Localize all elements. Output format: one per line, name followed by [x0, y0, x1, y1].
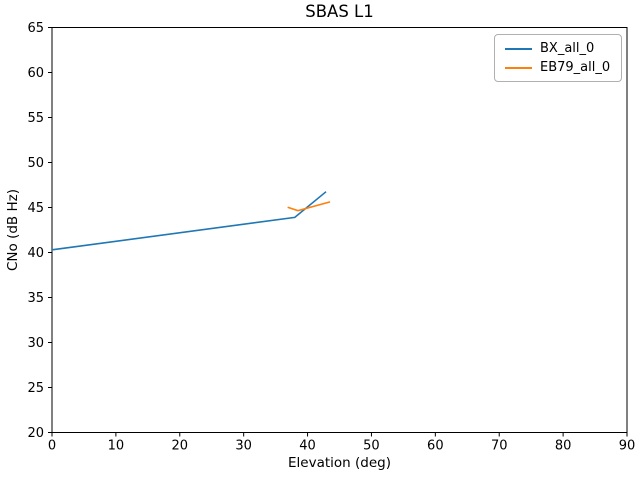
y-tick-label: 65 — [27, 21, 44, 36]
x-tick-label: 70 — [491, 439, 508, 454]
y-tick-label: 20 — [27, 426, 44, 441]
x-tick-label: 20 — [172, 439, 189, 454]
legend-label: EB79_all_0 — [540, 60, 611, 75]
y-tick-label: 40 — [27, 246, 44, 261]
legend-item-bx: BX_all_0 — [505, 39, 611, 58]
y-tick-label: 50 — [27, 156, 44, 171]
x-tick-label: 80 — [555, 439, 572, 454]
y-tick-label: 25 — [27, 381, 44, 396]
axes-frame — [51, 27, 628, 433]
x-tick-label: 30 — [235, 439, 252, 454]
legend-item-eb79: EB79_all_0 — [505, 58, 611, 77]
y-tick-label: 60 — [27, 66, 44, 81]
y-tick-label: 45 — [27, 201, 44, 216]
y-tick-label: 30 — [27, 336, 44, 351]
legend: BX_all_0 EB79_all_0 — [494, 34, 622, 82]
x-tick-label: 40 — [299, 439, 316, 454]
y-tick-label: 35 — [27, 291, 44, 306]
x-axis-label: Elevation (deg) — [288, 455, 391, 471]
plot-line-EB79_all_0 — [287, 201, 331, 212]
legend-line-swatch-orange — [505, 66, 532, 69]
plot-line-BX_all_0 — [51, 191, 327, 251]
x-tick-label: 50 — [363, 439, 380, 454]
chart-title: SBAS L1 — [305, 2, 374, 21]
x-tick-label: 0 — [48, 439, 56, 454]
y-tick-label: 55 — [27, 111, 44, 126]
x-tick-label: 10 — [108, 439, 125, 454]
legend-label: BX_all_0 — [540, 41, 595, 56]
x-tick-label: 60 — [427, 439, 444, 454]
legend-line-swatch-blue — [505, 47, 532, 50]
y-axis-label: CNo (dB Hz) — [5, 189, 21, 271]
x-tick-label: 90 — [619, 439, 636, 454]
